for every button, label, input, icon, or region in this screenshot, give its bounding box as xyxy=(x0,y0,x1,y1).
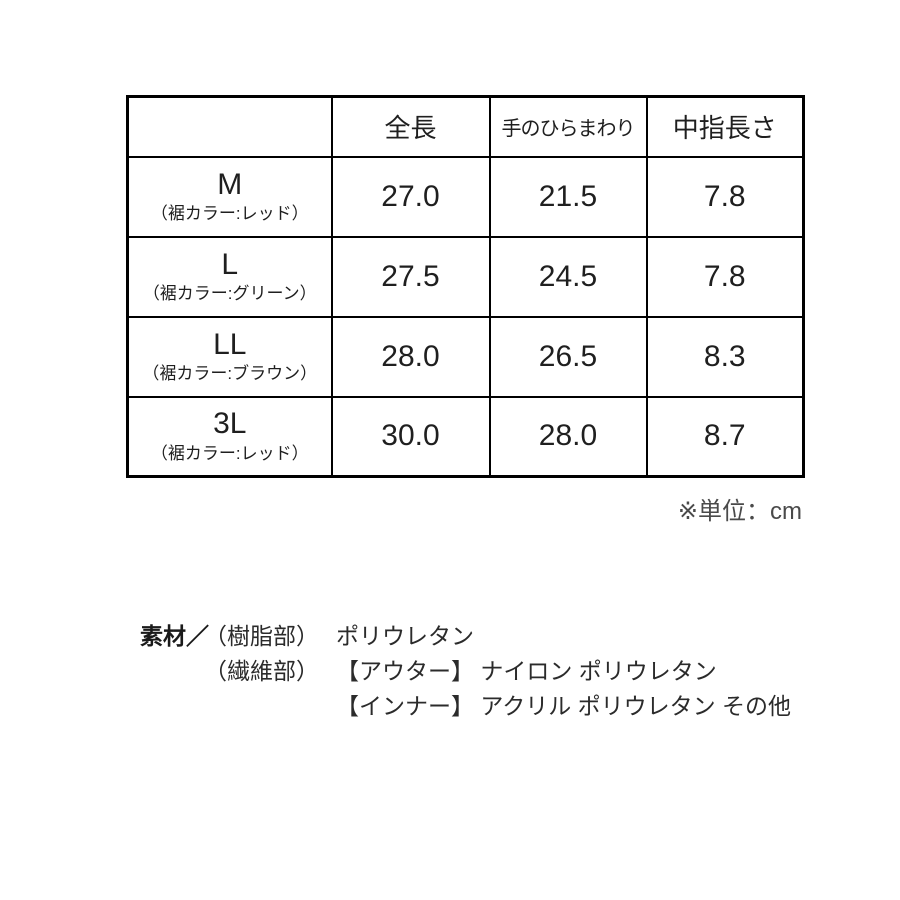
table-row-size-3l: 3L （裾カラー:レッド） 30.0 28.0 8.7 xyxy=(126,395,805,478)
middle-finger-length-value: 7.8 xyxy=(645,155,805,238)
materials-content-outer: 【アウター】 ナイロン ポリウレタン xyxy=(336,658,717,684)
total-length-value: 27.0 xyxy=(330,155,491,238)
size-table-header-row: 全長 手のひらまわり 中指長さ xyxy=(126,95,805,158)
materials-label: 素材／ xyxy=(140,623,209,649)
materials-section: 素材／ （樹脂部） ポリウレタン （繊維部） 【アウター】 ナイロン ポリウレタ… xyxy=(140,619,791,724)
size-cell: 3L （裾カラー:レッド） xyxy=(126,395,333,478)
materials-spacer xyxy=(140,654,204,689)
table-row-size-l: L （裾カラー:グリーン） 27.5 24.5 7.8 xyxy=(126,235,805,318)
materials-part-resin: （樹脂部） xyxy=(204,623,319,649)
palm-circumference-value: 28.0 xyxy=(488,395,648,478)
size-name: 3L xyxy=(213,407,247,441)
size-cuff-color-note: （裾カラー:レッド） xyxy=(150,204,309,224)
size-table: 全長 手のひらまわり 中指長さ M （裾カラー:レッド） 27.0 21.5 7… xyxy=(126,95,805,478)
total-length-value: 28.0 xyxy=(330,315,491,398)
size-cell: M （裾カラー:レッド） xyxy=(126,155,333,238)
size-name: LL xyxy=(213,327,247,361)
header-cell-total-length: 全長 xyxy=(330,95,491,158)
header-cell-palm-circumference: 手のひらまわり xyxy=(488,95,648,158)
materials-part-fiber: （繊維部） xyxy=(204,658,319,684)
total-length-value: 27.5 xyxy=(330,235,491,318)
palm-circumference-value: 26.5 xyxy=(488,315,648,398)
total-length-value: 30.0 xyxy=(330,395,491,478)
size-cell: LL （裾カラー:ブラウン） xyxy=(126,315,333,398)
header-cell-middle-finger-length: 中指長さ xyxy=(645,95,805,158)
materials-part-empty xyxy=(204,689,336,724)
size-name: L xyxy=(221,247,239,281)
palm-circumference-value: 21.5 xyxy=(488,155,648,238)
materials-content-resin: ポリウレタン xyxy=(336,623,474,649)
materials-content-inner: 【インナー】 アクリル ポリウレタン その他 xyxy=(336,693,792,719)
middle-finger-length-value: 7.8 xyxy=(645,235,805,318)
size-cuff-color-note: （裾カラー:グリーン） xyxy=(142,284,317,304)
unit-note: ※単位：cm xyxy=(677,498,802,525)
middle-finger-length-value: 8.3 xyxy=(645,315,805,398)
header-cell-empty xyxy=(126,95,333,158)
size-cuff-color-note: （裾カラー:レッド） xyxy=(150,443,309,463)
table-row-size-m: M （裾カラー:レッド） 27.0 21.5 7.8 xyxy=(126,155,805,238)
middle-finger-length-value: 8.7 xyxy=(645,395,805,478)
size-cuff-color-note: （裾カラー:ブラウン） xyxy=(142,364,318,384)
size-cell: L （裾カラー:グリーン） xyxy=(126,235,333,318)
materials-spacer xyxy=(140,689,204,724)
table-row-size-ll: LL （裾カラー:ブラウン） 28.0 26.5 8.3 xyxy=(126,315,805,398)
palm-circumference-value: 24.5 xyxy=(488,235,648,318)
size-name: M xyxy=(217,167,243,201)
